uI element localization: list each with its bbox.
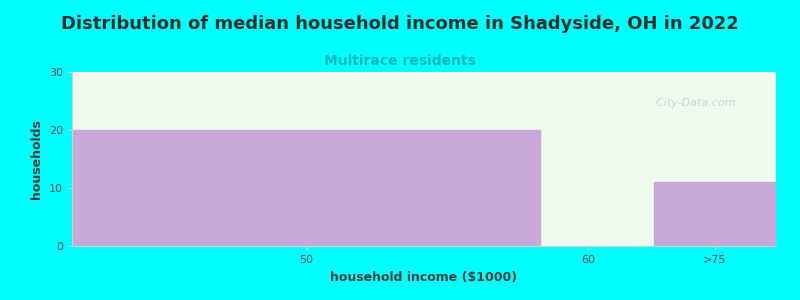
Bar [72,130,542,246]
X-axis label: household income ($1000): household income ($1000) [330,271,518,284]
Text: Distribution of median household income in Shadyside, OH in 2022: Distribution of median household income … [61,15,739,33]
Bar [654,182,776,246]
Text: City-Data.com: City-Data.com [650,98,736,108]
Y-axis label: households: households [30,119,43,199]
Text: Multirace residents: Multirace residents [324,54,476,68]
